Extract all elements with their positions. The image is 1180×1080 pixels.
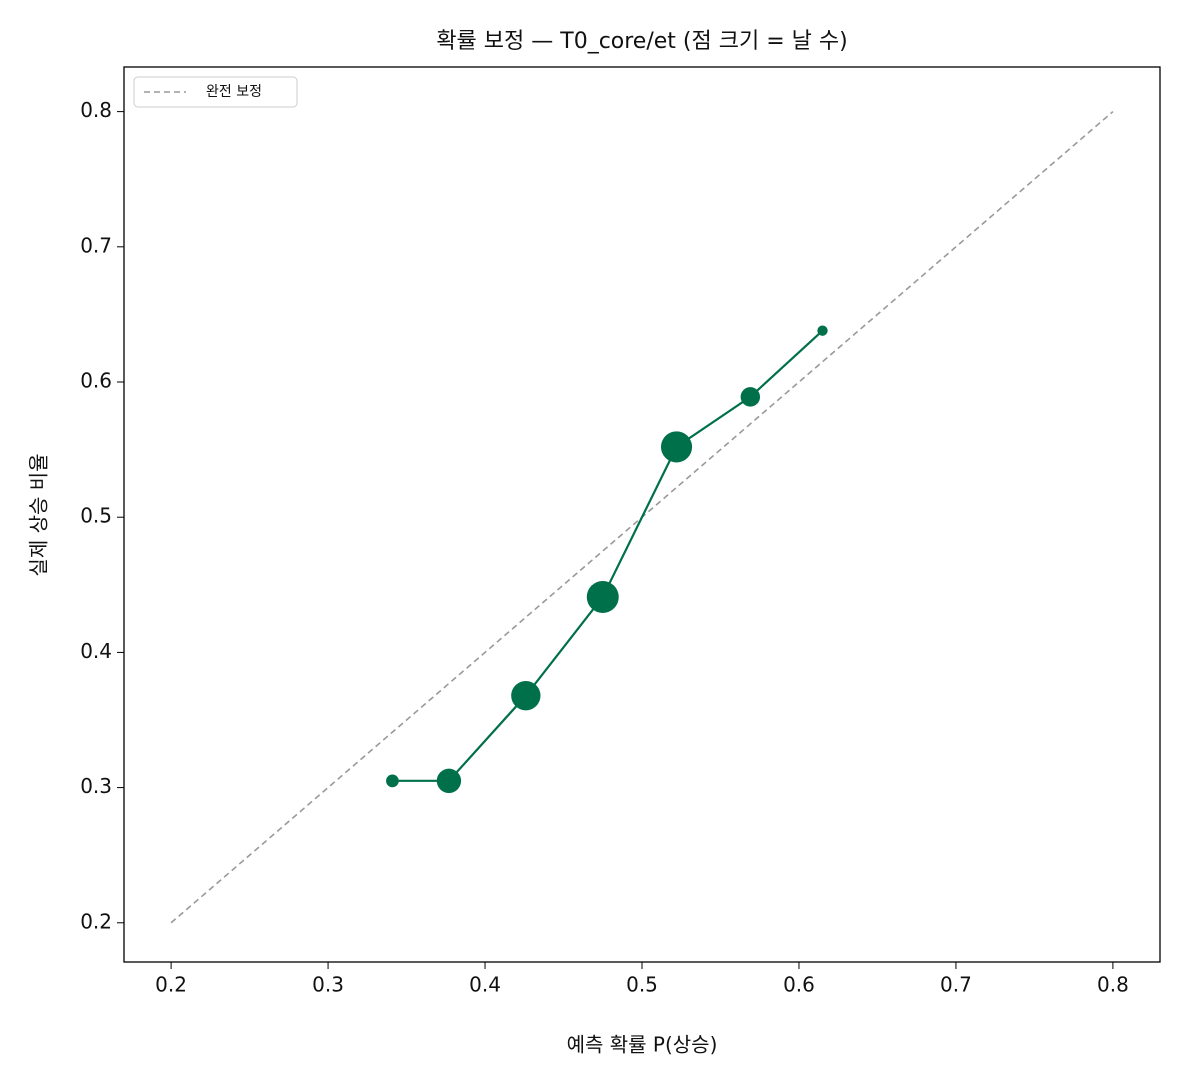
legend: 완전 보정 [133,76,298,108]
y-tick-label: 0.7 [80,233,112,257]
x-axis-label: 예측 확률 P(상승) [567,1033,718,1057]
y-axis-label: 실제 상승 비율 [27,453,51,576]
x-tick-label: 0.3 [312,973,344,997]
point [436,768,462,794]
point [511,680,541,711]
point [386,774,399,788]
x-tick-label: 0.6 [783,973,815,997]
y-tick-label: 0.4 [80,639,112,663]
x-tick-label: 0.2 [155,973,187,997]
x-tick-label: 0.5 [626,973,658,997]
point [586,580,619,613]
y-tick-label: 0.3 [80,774,112,798]
y-tick-label: 0.8 [80,98,112,122]
legend-box [133,76,298,108]
legend-label: 완전 보정 [206,84,262,100]
y-tick-label: 0.2 [80,909,112,933]
x-tick-label: 0.7 [940,973,972,997]
chart-title: 확률 보정 — T0_core/et (점 크기 = 날 수) [436,29,847,54]
y-tick-label: 0.6 [80,369,112,393]
y-tick-label: 0.5 [80,504,112,528]
x-tick-label: 0.8 [1097,973,1129,997]
point [740,387,761,407]
point [817,325,828,336]
point [660,431,693,463]
x-tick-label: 0.4 [469,973,501,997]
